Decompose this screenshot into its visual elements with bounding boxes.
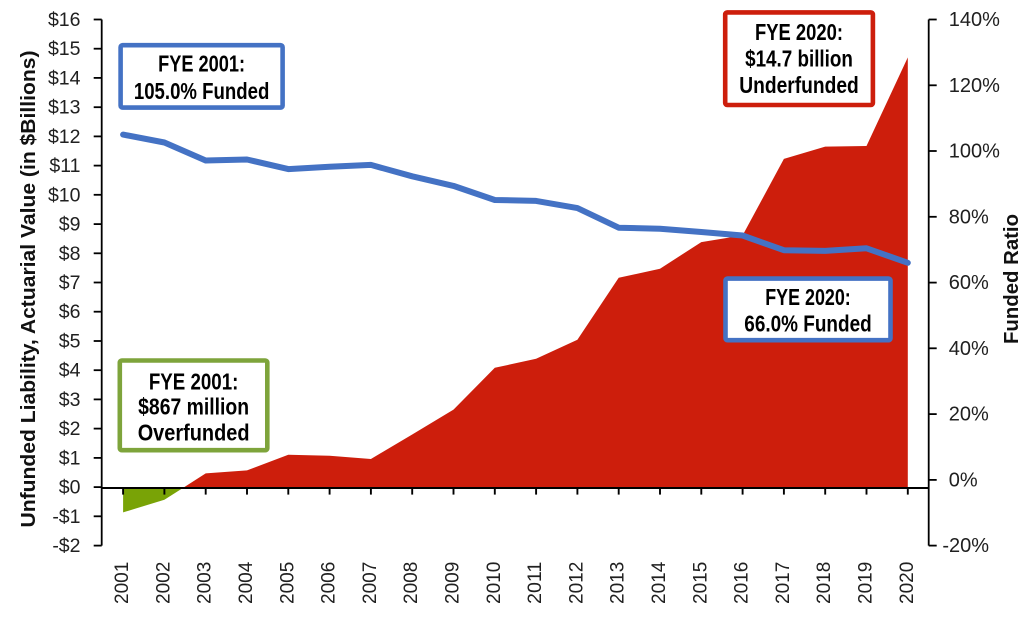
svg-text:$14: $14 [48,67,81,89]
svg-text:2002: 2002 [153,562,174,604]
svg-text:$10: $10 [48,184,81,206]
svg-text:$14.7 billion: $14.7 billion [745,46,853,72]
svg-text:0%: 0% [949,469,978,491]
svg-text:$3: $3 [59,389,81,411]
svg-text:$1: $1 [59,447,81,469]
svg-text:Overfunded: Overfunded [138,420,250,446]
svg-text:2017: 2017 [773,562,794,604]
svg-text:2020: 2020 [897,562,918,604]
svg-text:2011: 2011 [525,562,546,604]
svg-text:FYE 2020:: FYE 2020: [765,284,851,310]
svg-text:$13: $13 [48,97,81,119]
svg-text:40%: 40% [949,338,989,360]
svg-text:FYE 2001:: FYE 2001: [149,368,239,394]
svg-text:80%: 80% [949,206,989,228]
svg-text:FYE 2020:: FYE 2020: [755,19,843,45]
svg-text:$0: $0 [59,477,81,499]
svg-text:$867 million: $867 million [138,394,249,420]
svg-text:66.0% Funded: 66.0% Funded [744,310,871,336]
svg-text:$7: $7 [59,272,81,294]
svg-text:2001: 2001 [112,562,133,604]
svg-text:$11: $11 [49,155,80,177]
svg-text:$6: $6 [59,301,81,323]
svg-text:$16: $16 [48,9,81,31]
svg-text:2015: 2015 [690,562,711,604]
svg-text:2006: 2006 [319,562,340,604]
svg-text:2016: 2016 [732,562,753,604]
svg-text:120%: 120% [949,75,1000,97]
svg-text:Unfunded Liability, Actuarial: Unfunded Liability, Actuarial Value (in … [17,50,40,527]
svg-text:60%: 60% [949,272,989,294]
svg-text:$4: $4 [59,360,81,382]
svg-text:2008: 2008 [401,562,422,604]
svg-text:$15: $15 [48,38,81,60]
svg-text:105.0% Funded: 105.0% Funded [134,78,270,104]
svg-text:2010: 2010 [484,562,505,604]
svg-text:140%: 140% [949,9,1000,31]
svg-text:Underfunded: Underfunded [739,72,859,98]
svg-text:2004: 2004 [236,561,257,604]
svg-text:2009: 2009 [443,562,464,604]
svg-text:FYE 2001:: FYE 2001: [158,51,245,77]
svg-text:$2: $2 [59,418,81,440]
svg-text:20%: 20% [949,404,989,426]
svg-text:-20%: -20% [942,535,989,557]
svg-text:2005: 2005 [277,562,298,604]
svg-text:100%: 100% [949,141,1000,163]
svg-text:$9: $9 [59,214,81,236]
svg-text:2014: 2014 [649,561,670,604]
svg-text:-$2: -$2 [52,535,80,557]
svg-text:2018: 2018 [814,562,835,604]
svg-text:$5: $5 [59,331,81,353]
svg-text:2019: 2019 [856,562,877,604]
svg-text:Funded Ratio: Funded Ratio [1001,214,1023,344]
svg-text:$12: $12 [48,126,81,148]
svg-text:2003: 2003 [195,562,216,604]
svg-text:$8: $8 [59,243,81,265]
svg-text:2012: 2012 [566,562,587,604]
svg-text:2013: 2013 [608,562,629,604]
svg-text:-$1: -$1 [52,506,80,528]
svg-text:2007: 2007 [360,562,381,604]
